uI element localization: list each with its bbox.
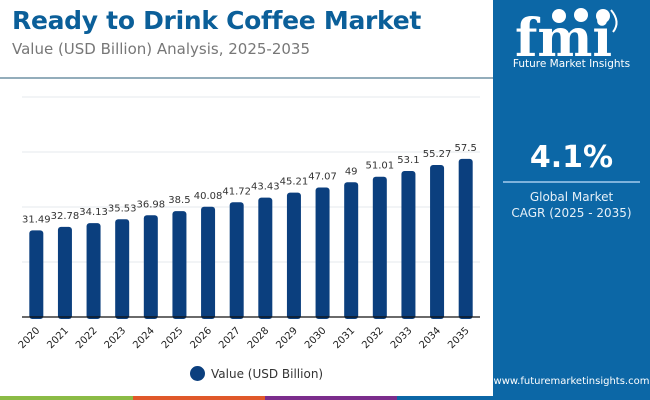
bar-chart: 31.49 2020 32.78 2021 34.13 2022 35.53 2023 36.9… bbox=[17, 96, 480, 351]
x-tick-label: 2031 bbox=[332, 325, 358, 351]
x-tick-label: 2030 bbox=[303, 325, 329, 351]
data-label: 41.72 bbox=[222, 186, 251, 197]
x-tick-label: 2033 bbox=[389, 325, 415, 351]
fmi-logo-icon: fmi bbox=[515, 8, 618, 69]
legend: Value (USD Billion) bbox=[190, 366, 323, 381]
bar bbox=[344, 182, 359, 319]
legend-label: Value (USD Billion) bbox=[211, 366, 324, 381]
data-label: 32.78 bbox=[51, 211, 80, 222]
x-tick-label: 2025 bbox=[160, 325, 186, 351]
x-tick-label: 2023 bbox=[103, 325, 129, 351]
x-tick-label: 2027 bbox=[217, 325, 243, 351]
chart-title: Ready to Drink Coffee Market bbox=[12, 6, 422, 35]
data-label: 51.01 bbox=[365, 161, 394, 172]
bar bbox=[458, 158, 473, 319]
data-label: 34.13 bbox=[79, 207, 108, 218]
globe-icon-2 bbox=[574, 8, 588, 22]
data-label: 36.98 bbox=[136, 199, 165, 210]
sidebar-panel: fmi Future Market Insights 4.1% Global M… bbox=[493, 0, 650, 400]
data-label: 57.5 bbox=[455, 143, 477, 154]
bar bbox=[201, 206, 216, 319]
x-tick-label: 2024 bbox=[131, 325, 157, 351]
data-label: 47.07 bbox=[308, 172, 337, 183]
bar bbox=[430, 165, 445, 319]
website-link[interactable]: www.futuremarketinsights.com bbox=[493, 376, 650, 387]
bar bbox=[172, 211, 187, 319]
bar bbox=[286, 192, 301, 319]
bar bbox=[115, 219, 130, 319]
legend-marker bbox=[190, 366, 205, 381]
bar bbox=[372, 176, 387, 319]
cagr-label: Global Market CAGR (2025 - 2035) bbox=[493, 189, 650, 221]
x-tick-label: 2028 bbox=[246, 325, 272, 351]
bar bbox=[86, 223, 101, 319]
data-label: 40.08 bbox=[194, 191, 223, 202]
data-label: 53.1 bbox=[397, 155, 419, 166]
x-tick-label: 2022 bbox=[74, 325, 100, 351]
x-tick-label: 2021 bbox=[45, 325, 71, 351]
bar bbox=[315, 187, 330, 319]
bar bbox=[258, 197, 273, 319]
x-tick-label: 2029 bbox=[274, 325, 300, 351]
bar bbox=[143, 215, 158, 319]
cagr-label-line1: Global Market bbox=[529, 190, 614, 204]
x-tick-label: 2034 bbox=[417, 325, 443, 351]
x-tick-label: 2020 bbox=[17, 325, 43, 351]
bar bbox=[29, 230, 44, 319]
logo-text: Future Market Insights bbox=[512, 58, 631, 70]
data-label: 49 bbox=[345, 166, 358, 177]
x-tick-label: 2032 bbox=[360, 325, 386, 351]
data-label: 38.5 bbox=[168, 195, 190, 206]
globe-icon-3 bbox=[596, 9, 610, 23]
data-label: 45.21 bbox=[280, 177, 309, 188]
x-tick-label: 2026 bbox=[188, 325, 214, 351]
data-label: 35.53 bbox=[108, 203, 137, 214]
logo-arc bbox=[610, 9, 618, 33]
bar bbox=[57, 226, 72, 319]
data-label: 55.27 bbox=[423, 149, 452, 160]
chart-subtitle: Value (USD Billion) Analysis, 2025-2035 bbox=[12, 40, 310, 58]
data-label: 43.43 bbox=[251, 182, 280, 193]
cagr-value: 4.1% bbox=[529, 140, 614, 175]
data-label: 31.49 bbox=[22, 214, 51, 225]
bar bbox=[229, 202, 244, 319]
color-strip-orange bbox=[133, 396, 265, 400]
cagr-label-line2: CAGR (2025 - 2035) bbox=[511, 206, 632, 220]
color-strip-green bbox=[0, 396, 133, 400]
x-tick-label: 2035 bbox=[446, 325, 472, 351]
color-strip-blue bbox=[397, 396, 493, 400]
cagr-divider bbox=[503, 181, 640, 183]
header-divider bbox=[0, 77, 493, 79]
globe-icon-1 bbox=[552, 9, 566, 23]
color-strip-purple bbox=[265, 396, 397, 400]
bar bbox=[401, 170, 416, 319]
